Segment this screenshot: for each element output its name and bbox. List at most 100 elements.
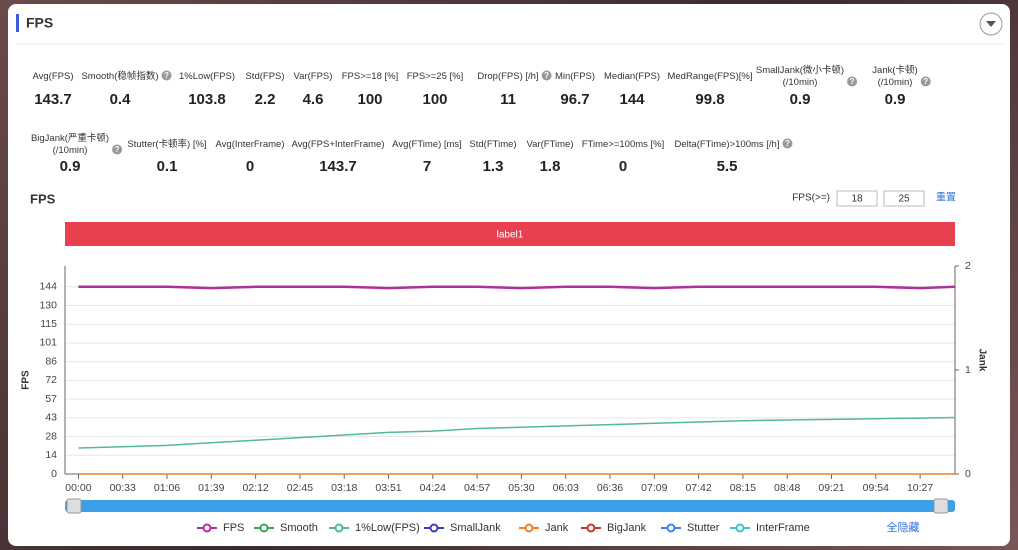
metric-label: Var(FPS)	[294, 71, 333, 82]
help-icon-mark: ?	[544, 71, 549, 80]
slider-handle[interactable]	[66, 498, 82, 514]
collapse-button[interactable]	[979, 12, 1003, 36]
panel-title: FPS	[26, 15, 53, 31]
metric-label: Median(FPS)	[604, 71, 660, 82]
help-icon	[112, 144, 123, 155]
legend-item[interactable]: InterFrame	[730, 522, 810, 534]
y-tick-label: 57	[45, 393, 57, 405]
x-tick-label: 07:09	[641, 482, 667, 494]
metric-label: FTime>=100ms [%]	[582, 139, 665, 150]
x-tick-label: 08:48	[774, 482, 800, 494]
filter-input[interactable]	[883, 190, 925, 207]
metric-value: 100	[357, 91, 382, 108]
legend-label: BigJank	[607, 522, 647, 534]
y-tick-label: 130	[39, 299, 57, 311]
banner-label: label1	[497, 230, 524, 241]
filter-input[interactable]	[836, 190, 878, 207]
legend-item[interactable]: BigJank	[581, 522, 647, 534]
metric-label: Delta(FTime)>100ms [/h]	[675, 139, 780, 150]
metric-label: Avg(FPS+InterFrame)	[291, 139, 384, 150]
metric-label: Smooth(稳帧指数)	[81, 70, 158, 82]
help-icon	[541, 70, 552, 81]
metric-label: MedRange(FPS)[%]	[667, 71, 752, 82]
y-tick-label: 14	[45, 449, 57, 461]
metric-label: Stutter(卡顿率) [%]	[127, 138, 206, 150]
y-tick-label: 144	[39, 281, 57, 293]
y2-tick-label: 1	[965, 364, 971, 376]
legend-label: Jank	[545, 522, 569, 534]
legend-swatch-dot	[524, 523, 534, 533]
metric-value: 143.7	[319, 158, 357, 175]
help-icon	[920, 76, 931, 87]
metric-label: Drop(FPS) [/h]	[477, 71, 538, 82]
y-tick-label: 72	[45, 374, 57, 386]
metric-label: FPS>=18 [%]	[342, 71, 399, 82]
help-icon-mark: ?	[164, 71, 169, 80]
help-icon-mark: ?	[115, 145, 120, 154]
x-tick-label: 09:54	[863, 482, 889, 494]
legend-swatch-dot	[666, 523, 676, 533]
metric-label: FPS>=25 [%]	[407, 71, 464, 82]
x-tick-label: 09:21	[818, 482, 844, 494]
metric-value: 0	[619, 158, 627, 175]
y2-tick-label: 2	[965, 260, 971, 272]
filter-label: FPS(>=)	[792, 193, 830, 204]
metric-value: 11	[500, 91, 516, 108]
y2-tick-label: 0	[965, 468, 971, 480]
help-icon-mark: ?	[850, 77, 855, 86]
metric-label: Avg(FPS)	[32, 71, 73, 82]
legend-label: FPS	[223, 522, 244, 534]
y-tick-label: 0	[51, 468, 57, 480]
series-line	[78, 416, 956, 449]
x-tick-label: 02:12	[242, 482, 268, 494]
legend-item[interactable]: SmallJank	[424, 522, 501, 534]
metric-value: 96.7	[560, 91, 589, 108]
x-tick-label: 06:03	[553, 482, 579, 494]
metric-value: 2.2	[255, 91, 276, 108]
help-icon	[782, 138, 793, 149]
legend-swatch-dot	[735, 523, 745, 533]
metric-label: Jank(卡顿) (/10min)	[872, 64, 917, 88]
metric-value: 99.8	[695, 91, 724, 108]
y-tick-label: 28	[45, 430, 57, 442]
slider-handle[interactable]	[933, 498, 949, 514]
legend-item[interactable]: 1%Low(FPS)	[329, 522, 420, 534]
filter-value: 18	[851, 194, 863, 205]
legend-item[interactable]: FPS	[197, 522, 244, 534]
metric-label: BigJank(严重卡顿) (/10min)	[31, 132, 109, 156]
metric-value: 0.9	[885, 91, 906, 108]
metric-value: 0.9	[790, 91, 811, 108]
y-tick-label: 43	[45, 412, 57, 424]
help-icon-mark: ?	[923, 77, 928, 86]
legend-item[interactable]: Smooth	[254, 522, 318, 534]
metric-label: Avg(FTime) [ms]	[392, 139, 462, 150]
metric-value: 1.3	[483, 158, 504, 175]
legend-label: SmallJank	[450, 522, 501, 534]
x-tick-label: 03:18	[331, 482, 357, 494]
series-line	[78, 285, 956, 290]
metric-value: 0	[246, 158, 254, 175]
reset-button[interactable]: 重置	[936, 191, 956, 204]
x-tick-label: 00:33	[110, 482, 136, 494]
legend-label: Smooth	[280, 522, 318, 534]
legend-item[interactable]: Jank	[519, 522, 569, 534]
legend-label: InterFrame	[756, 522, 810, 534]
x-tick-label: 03:51	[375, 482, 401, 494]
x-tick-label: 04:57	[464, 482, 490, 494]
legend-swatch-dot	[334, 523, 344, 533]
hide-all-button[interactable]: 全隐藏	[887, 520, 920, 534]
chart-title: FPS	[30, 191, 56, 206]
metric-value: 5.5	[717, 158, 738, 175]
range-slider[interactable]	[65, 500, 955, 512]
x-tick-label: 08:15	[730, 482, 756, 494]
legend-label: 1%Low(FPS)	[355, 522, 420, 534]
y-tick-label: 101	[39, 337, 57, 349]
y2-axis-label: Jank	[976, 349, 987, 372]
legend-swatch-dot	[429, 523, 439, 533]
metric-value: 144	[619, 91, 645, 108]
metric-label: Std(FPS)	[245, 71, 284, 82]
legend-swatch-dot	[586, 523, 596, 533]
legend-item[interactable]: Stutter	[661, 522, 720, 534]
